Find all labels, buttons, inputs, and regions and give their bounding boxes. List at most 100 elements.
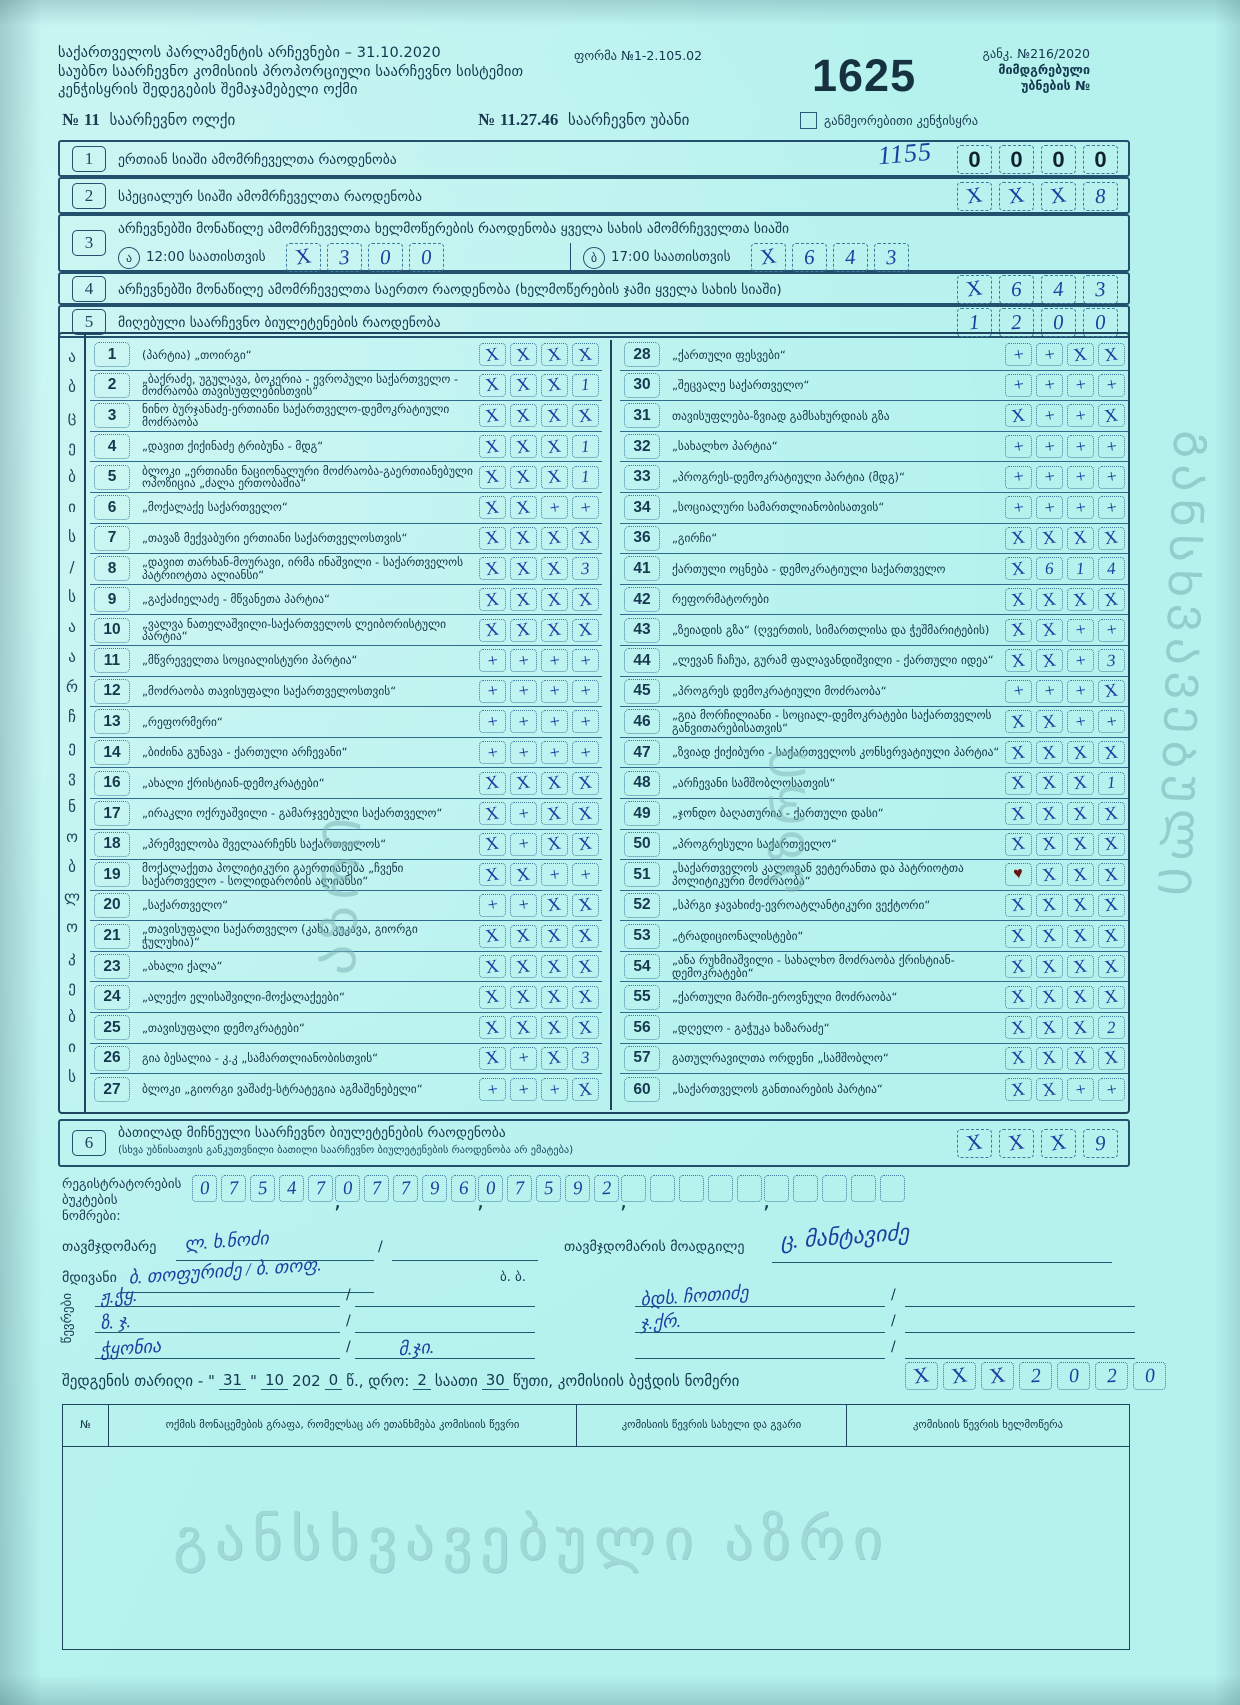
cell[interactable]: X — [1098, 343, 1125, 367]
cell[interactable]: 0 — [1041, 145, 1076, 174]
cell[interactable]: 0 — [1083, 145, 1118, 174]
cell[interactable]: X — [1005, 771, 1032, 795]
cell[interactable]: + — [479, 893, 506, 917]
cell[interactable]: X — [999, 182, 1034, 211]
cell[interactable]: X — [479, 496, 506, 520]
cell[interactable] — [793, 1175, 818, 1202]
cell[interactable]: + — [1098, 496, 1125, 520]
cell[interactable]: X — [1036, 741, 1063, 765]
cell[interactable]: X — [957, 1129, 992, 1158]
cell[interactable]: X — [572, 771, 599, 795]
cell[interactable]: + — [572, 649, 599, 673]
cell[interactable]: X — [1005, 618, 1032, 642]
cell[interactable]: X — [1067, 588, 1094, 612]
cell[interactable]: X — [1036, 1016, 1063, 1040]
cell[interactable]: 1 — [1067, 557, 1094, 581]
cell[interactable]: X — [510, 618, 537, 642]
cell[interactable]: X — [479, 924, 506, 948]
cell[interactable]: + — [541, 496, 568, 520]
repeat-vote-checkbox[interactable] — [800, 112, 817, 129]
cell[interactable]: 0 — [1057, 1362, 1090, 1390]
cell[interactable]: X — [510, 404, 537, 428]
cell[interactable]: X — [1005, 710, 1032, 734]
cell[interactable]: 4 — [279, 1175, 304, 1202]
cell[interactable]: + — [541, 741, 568, 765]
cell[interactable]: X — [1036, 894, 1063, 917]
cell[interactable]: X — [905, 1362, 938, 1390]
member-signature-line[interactable] — [355, 1358, 535, 1359]
cell[interactable]: X — [572, 802, 599, 826]
cell[interactable]: X — [1036, 771, 1063, 795]
member-signature-line[interactable] — [355, 1332, 535, 1333]
member-signature-line[interactable] — [95, 1358, 340, 1359]
cell[interactable]: + — [510, 1046, 537, 1070]
cell[interactable]: X — [1067, 802, 1094, 826]
cell[interactable]: X — [479, 833, 506, 856]
cell[interactable]: X — [750, 243, 786, 272]
cell[interactable]: + — [1036, 679, 1063, 703]
cell[interactable]: + — [1005, 465, 1032, 489]
cell[interactable]: + — [572, 863, 599, 887]
cell[interactable]: X — [1098, 527, 1125, 550]
cell[interactable]: + — [541, 710, 568, 734]
cell[interactable]: 0 — [1041, 308, 1076, 337]
cell[interactable]: X — [1005, 894, 1032, 917]
cell[interactable] — [880, 1175, 905, 1202]
cell[interactable]: + — [541, 649, 568, 673]
cell[interactable]: X — [572, 527, 599, 550]
cell[interactable]: + — [1098, 710, 1125, 734]
cell[interactable]: 7 — [221, 1175, 246, 1202]
cell[interactable]: 9 — [422, 1175, 447, 1202]
cell[interactable]: X — [1005, 588, 1032, 612]
cell[interactable]: + — [572, 496, 599, 520]
cell[interactable]: + — [1036, 373, 1063, 397]
cell[interactable]: 3 — [572, 1046, 599, 1070]
member-signature-line[interactable] — [355, 1306, 535, 1307]
cell[interactable]: + — [572, 741, 599, 765]
cell[interactable]: X — [999, 1129, 1034, 1158]
member-signature-line[interactable] — [95, 1332, 340, 1333]
cell[interactable]: X — [510, 496, 537, 520]
cell[interactable]: X — [1067, 741, 1094, 765]
cell[interactable]: 3 — [326, 243, 362, 272]
cell[interactable]: 2 — [999, 308, 1034, 337]
cell[interactable]: + — [1098, 618, 1125, 642]
cell[interactable]: X — [1098, 741, 1125, 765]
cell[interactable]: X — [943, 1362, 976, 1390]
cell[interactable]: 1 — [572, 435, 599, 459]
cell[interactable]: X — [285, 243, 321, 272]
cell[interactable]: + — [1067, 373, 1094, 397]
cell[interactable]: X — [510, 863, 537, 887]
cell[interactable]: 3 — [1083, 275, 1118, 304]
cell[interactable]: X — [541, 833, 568, 856]
cell[interactable]: 3 — [572, 557, 599, 581]
cell[interactable]: X — [1005, 1078, 1032, 1102]
cell[interactable]: + — [510, 832, 537, 856]
cell[interactable]: + — [572, 679, 599, 703]
cell[interactable]: X — [541, 924, 568, 948]
cell[interactable]: + — [1098, 1078, 1125, 1102]
cell[interactable]: X — [1098, 833, 1125, 856]
cell[interactable]: + — [479, 679, 506, 703]
cell[interactable]: X — [1005, 404, 1032, 428]
cell[interactable]: X — [1067, 1047, 1094, 1070]
cell[interactable]: X — [541, 1047, 568, 1070]
cell[interactable]: + — [510, 802, 537, 826]
cell[interactable]: + — [1005, 435, 1032, 459]
cell[interactable]: X — [541, 771, 568, 795]
cell[interactable]: 0 — [335, 1175, 360, 1202]
member-signature-line[interactable] — [905, 1332, 1135, 1333]
cell[interactable]: X — [1067, 986, 1094, 1009]
cell[interactable]: 2 — [594, 1175, 619, 1202]
cell[interactable]: + — [1005, 373, 1032, 397]
cell[interactable]: 2 — [1019, 1362, 1052, 1390]
cell[interactable] — [679, 1175, 704, 1202]
cell[interactable]: 6 — [1036, 557, 1063, 581]
cell[interactable]: X — [479, 863, 506, 887]
cell[interactable]: X — [541, 588, 568, 612]
cell[interactable]: X — [541, 343, 568, 367]
cell[interactable]: + — [1005, 679, 1032, 703]
cell[interactable]: 0 — [192, 1175, 217, 1202]
cell[interactable]: X — [541, 802, 568, 826]
cell[interactable]: 7 — [364, 1175, 389, 1202]
